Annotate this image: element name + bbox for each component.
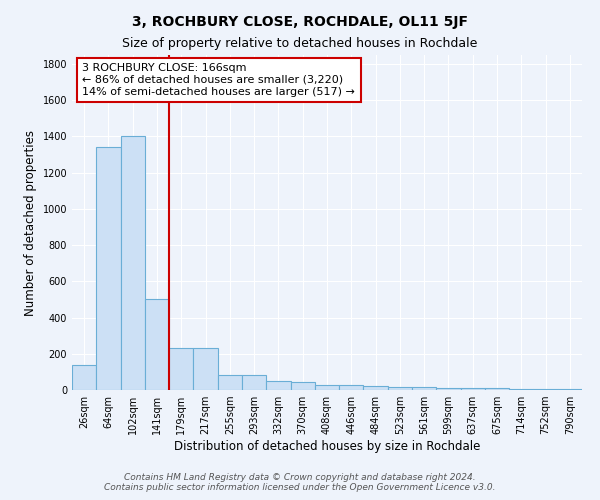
Bar	[96, 148, 121, 390]
Bar	[485, 388, 509, 390]
Bar	[242, 374, 266, 390]
Bar	[290, 382, 315, 390]
Text: 3, ROCHBURY CLOSE, ROCHDALE, OL11 5JF: 3, ROCHBURY CLOSE, ROCHDALE, OL11 5JF	[132, 15, 468, 29]
Bar	[388, 388, 412, 390]
X-axis label: Distribution of detached houses by size in Rochdale: Distribution of detached houses by size …	[174, 440, 480, 453]
Bar	[558, 389, 582, 390]
Bar	[509, 389, 533, 390]
Bar	[436, 388, 461, 390]
Bar	[533, 389, 558, 390]
Bar	[315, 384, 339, 390]
Bar	[461, 388, 485, 390]
Y-axis label: Number of detached properties: Number of detached properties	[24, 130, 37, 316]
Bar	[412, 388, 436, 390]
Text: Size of property relative to detached houses in Rochdale: Size of property relative to detached ho…	[122, 38, 478, 51]
Bar	[339, 386, 364, 390]
Bar	[266, 381, 290, 390]
Bar	[72, 364, 96, 390]
Text: 3 ROCHBURY CLOSE: 166sqm
← 86% of detached houses are smaller (3,220)
14% of sem: 3 ROCHBURY CLOSE: 166sqm ← 86% of detach…	[82, 64, 355, 96]
Bar	[121, 136, 145, 390]
Bar	[364, 386, 388, 390]
Bar	[193, 348, 218, 390]
Bar	[169, 348, 193, 390]
Text: Contains HM Land Registry data © Crown copyright and database right 2024.
Contai: Contains HM Land Registry data © Crown c…	[104, 473, 496, 492]
Bar	[145, 300, 169, 390]
Bar	[218, 374, 242, 390]
